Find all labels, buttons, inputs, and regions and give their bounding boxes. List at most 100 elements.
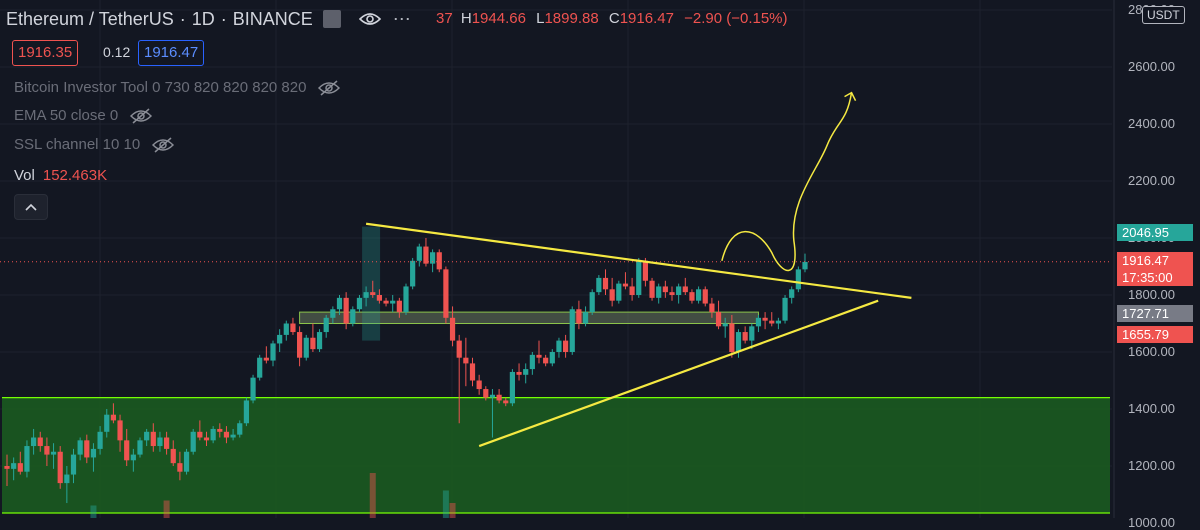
chevron-up-icon bbox=[25, 203, 37, 211]
highlight-box bbox=[362, 226, 381, 341]
more-icon[interactable]: ⋯ bbox=[392, 8, 411, 29]
eye-crossed-icon[interactable] bbox=[152, 136, 175, 153]
price-tag: 1727.71 bbox=[1117, 305, 1193, 322]
candle-body bbox=[376, 295, 382, 301]
candle-body bbox=[104, 414, 110, 432]
candle-body bbox=[277, 334, 283, 344]
price-tag: 1655.79 bbox=[1117, 326, 1193, 343]
candle-body bbox=[662, 286, 668, 293]
candle-body bbox=[582, 312, 589, 324]
volume-legend[interactable]: Vol 152.463K bbox=[14, 167, 107, 184]
candle-body bbox=[217, 428, 223, 432]
sell-price-button[interactable]: 1916.35 bbox=[12, 40, 79, 66]
candle-body bbox=[722, 323, 728, 327]
candle-body bbox=[330, 309, 336, 318]
low-key: L bbox=[536, 10, 545, 27]
candle-body bbox=[370, 292, 376, 295]
indicator-ssl-channel[interactable]: SSL channel 10 10 bbox=[14, 136, 175, 153]
candle-body bbox=[57, 451, 63, 484]
price-chart[interactable] bbox=[0, 0, 1200, 518]
candle-body bbox=[622, 283, 629, 287]
price-axis-label: 2600.00 bbox=[1128, 59, 1175, 74]
eye-icon[interactable] bbox=[355, 8, 385, 30]
buy-price-button[interactable]: 1916.47 bbox=[138, 40, 205, 66]
close-value: 1916.47 bbox=[619, 10, 674, 27]
candle-body bbox=[144, 431, 150, 441]
price-axis-label: 1400.00 bbox=[1128, 401, 1175, 416]
candle-body bbox=[117, 420, 123, 441]
separator: · bbox=[179, 8, 186, 29]
candle-body bbox=[363, 292, 369, 298]
low-value: 1899.88 bbox=[544, 10, 599, 27]
currency-unit-label[interactable]: USDT bbox=[1142, 6, 1185, 24]
candle-body bbox=[463, 357, 469, 364]
indicator-label: Bitcoin Investor Tool 0 730 820 820 820 … bbox=[14, 79, 307, 96]
price-tag: 2046.95 bbox=[1117, 224, 1193, 241]
candle-body bbox=[629, 286, 635, 295]
open-fragment: 37 bbox=[436, 10, 453, 27]
candle-body bbox=[755, 317, 762, 327]
candle-body bbox=[270, 343, 276, 361]
price-axis-label: 1800.00 bbox=[1128, 287, 1175, 302]
candle-body bbox=[523, 369, 529, 375]
candle-body bbox=[795, 269, 801, 290]
flag-icon[interactable] bbox=[322, 10, 341, 28]
high-key: H bbox=[460, 10, 472, 27]
symbol-name[interactable]: Ethereum / TetherUS bbox=[6, 8, 174, 29]
high-value: 1944.66 bbox=[471, 10, 526, 27]
volume-bar bbox=[90, 505, 97, 518]
interval[interactable]: 1D bbox=[191, 8, 215, 29]
candle-body bbox=[263, 357, 269, 361]
candle-body bbox=[775, 320, 781, 324]
indicator-ema[interactable]: EMA 50 close 0 bbox=[14, 107, 153, 124]
candle-body bbox=[676, 286, 682, 295]
candle-body bbox=[230, 434, 236, 438]
candle-body bbox=[197, 431, 203, 438]
candle-body bbox=[476, 380, 482, 390]
candle-body bbox=[709, 303, 715, 313]
eye-crossed-icon[interactable] bbox=[318, 79, 341, 96]
candle-body bbox=[649, 280, 655, 298]
candle-body bbox=[24, 446, 30, 472]
candle-body bbox=[516, 371, 522, 375]
candle-body bbox=[177, 463, 183, 472]
candle-body bbox=[696, 289, 702, 301]
candle-body bbox=[170, 448, 176, 464]
candle-body bbox=[589, 292, 595, 313]
candle-body bbox=[336, 297, 343, 310]
price-axis-label: 1200.00 bbox=[1128, 458, 1175, 473]
volume-bar bbox=[449, 503, 456, 518]
candle-body bbox=[31, 437, 37, 447]
candle-body bbox=[669, 292, 675, 295]
candle-body bbox=[416, 246, 422, 261]
candle-body bbox=[223, 431, 230, 438]
candle-body bbox=[802, 261, 808, 270]
candle-body bbox=[250, 377, 256, 401]
candle-body bbox=[569, 309, 575, 352]
candle-body bbox=[616, 283, 622, 301]
candle-body bbox=[556, 340, 562, 352]
price-axis-label: 2400.00 bbox=[1128, 116, 1175, 131]
indicator-bitcoin-investor-tool[interactable]: Bitcoin Investor Tool 0 730 820 820 820 … bbox=[14, 79, 341, 96]
candle-body bbox=[237, 423, 243, 435]
candle-body bbox=[17, 463, 23, 472]
candle-body bbox=[323, 317, 329, 333]
candle-body bbox=[64, 474, 70, 484]
candle-body bbox=[782, 297, 788, 321]
exchange: BINANCE bbox=[232, 8, 313, 29]
close-key: C bbox=[608, 10, 620, 27]
candle-body bbox=[762, 317, 768, 321]
arrow-head bbox=[844, 91, 857, 101]
candle-body bbox=[609, 289, 615, 301]
eye-crossed-icon[interactable] bbox=[130, 107, 153, 124]
candle-body bbox=[642, 260, 648, 281]
candle-body bbox=[543, 357, 549, 364]
volume-bars bbox=[90, 473, 456, 518]
candle-body bbox=[682, 286, 688, 293]
candle-body bbox=[549, 352, 555, 364]
candle-body bbox=[469, 363, 476, 381]
price-axis-label: 1000.00 bbox=[1128, 515, 1175, 530]
volume-bar bbox=[163, 500, 170, 518]
green-demand-zone bbox=[2, 397, 1110, 514]
collapse-legend-button[interactable] bbox=[14, 194, 48, 220]
